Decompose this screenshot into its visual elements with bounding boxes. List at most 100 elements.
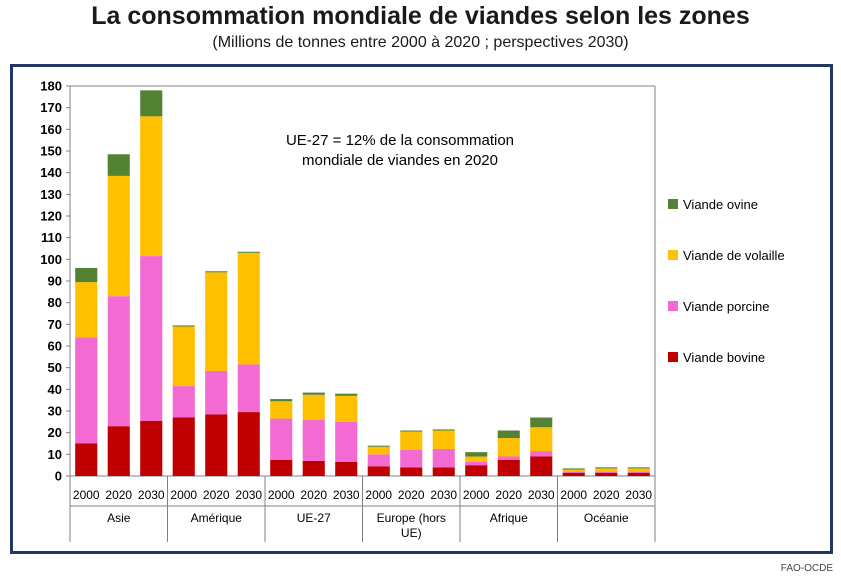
x-group-label: UE-27 — [297, 511, 331, 525]
y-tick-label: 100 — [40, 252, 62, 267]
bar-viande-ovine — [270, 399, 293, 402]
bar-viande-porcine — [595, 471, 618, 473]
y-tick-label: 50 — [48, 360, 62, 375]
x-year-label: 2020 — [593, 488, 620, 502]
y-tick-label: 30 — [48, 404, 62, 419]
bar-viande-porcine — [562, 471, 585, 473]
bar-viande-de-volaille — [595, 468, 618, 472]
bar-viande-bovine — [562, 472, 585, 476]
bar-viande-ovine — [530, 417, 553, 428]
y-tick-label: 10 — [48, 447, 62, 462]
bar-viande-porcine — [400, 450, 423, 468]
x-year-label: 2000 — [73, 488, 100, 502]
x-year-label: 2000 — [268, 488, 295, 502]
bar-viande-bovine — [302, 460, 325, 476]
bar-viande-porcine — [465, 461, 488, 466]
bar-viande-bovine — [497, 459, 520, 476]
bar-viande-bovine — [107, 426, 130, 476]
legend-label: Viande ovine — [683, 197, 758, 212]
bar-viande-porcine — [172, 386, 195, 418]
bar-viande-de-volaille — [237, 252, 260, 365]
bar-viande-ovine — [140, 90, 163, 117]
x-year-label: 2000 — [365, 488, 392, 502]
x-year-label: 2020 — [495, 488, 522, 502]
y-tick-label: 80 — [48, 295, 62, 310]
y-tick-label: 120 — [40, 209, 62, 224]
bar-viande-porcine — [302, 419, 325, 461]
bar-viande-porcine — [205, 370, 228, 415]
x-group-label: UE) — [401, 526, 422, 540]
chart-annotation: mondiale de viandes en 2020 — [302, 152, 498, 169]
legend-label: Viande porcine — [683, 299, 770, 314]
bar-viande-porcine — [270, 418, 293, 460]
y-tick-label: 110 — [41, 230, 62, 245]
bar-viande-ovine — [562, 468, 585, 470]
bar-viande-porcine — [335, 421, 358, 462]
bar-viande-ovine — [400, 430, 423, 432]
y-tick-label: 70 — [48, 317, 62, 332]
bar-viande-de-volaille — [432, 430, 455, 449]
x-group-label: Afrique — [490, 511, 528, 525]
bar-viande-de-volaille — [400, 431, 423, 450]
bar-viande-de-volaille — [205, 272, 228, 371]
x-year-label: 2000 — [463, 488, 490, 502]
bar-viande-de-volaille — [172, 326, 195, 387]
bar-viande-ovine — [465, 452, 488, 457]
x-group-label: Europe (hors — [377, 511, 446, 525]
legend-swatch — [668, 301, 678, 311]
x-year-label: 2030 — [625, 488, 652, 502]
bar-viande-bovine — [172, 417, 195, 476]
bar-viande-ovine — [172, 325, 195, 327]
bar-viande-porcine — [432, 448, 455, 468]
y-tick-label: 160 — [40, 122, 62, 137]
bar-viande-ovine — [237, 251, 260, 253]
legend-swatch — [668, 250, 678, 260]
x-year-label: 2030 — [235, 488, 262, 502]
bar-viande-de-volaille — [497, 438, 520, 457]
chart-subtitle: (Millions de tonnes entre 2000 à 2020 ; … — [212, 34, 629, 51]
y-tick-label: 180 — [40, 79, 62, 94]
x-group-label: Asie — [107, 511, 131, 525]
bar-viande-de-volaille — [367, 446, 390, 455]
chart-title: La consommation mondiale de viandes selo… — [91, 2, 750, 30]
bar-viande-bovine — [205, 414, 228, 476]
chart-annotation: UE-27 = 12% de la consommation — [286, 132, 514, 149]
legend-swatch — [668, 199, 678, 209]
y-tick-label: 170 — [40, 100, 62, 115]
bar-viande-porcine — [107, 296, 130, 427]
bar-viande-porcine — [75, 337, 98, 444]
bar-viande-ovine — [205, 271, 228, 273]
bar-viande-ovine — [497, 430, 520, 439]
bar-viande-de-volaille — [627, 468, 650, 472]
y-tick-label: 20 — [48, 425, 62, 440]
bar-viande-de-volaille — [140, 116, 163, 257]
y-tick-label: 150 — [40, 144, 62, 159]
bar-viande-de-volaille — [465, 456, 488, 462]
bar-viande-bovine — [237, 412, 260, 476]
bar-viande-bovine — [335, 461, 358, 476]
bar-viande-ovine — [627, 467, 650, 469]
y-tick-label: 40 — [48, 382, 62, 397]
x-year-label: 2000 — [560, 488, 587, 502]
bar-viande-porcine — [530, 451, 553, 457]
y-tick-label: 0 — [55, 469, 62, 484]
bar-viande-de-volaille — [530, 427, 553, 452]
bar-viande-bovine — [627, 472, 650, 476]
bar-viande-porcine — [237, 364, 260, 413]
x-year-label: 2030 — [333, 488, 360, 502]
x-year-label: 2020 — [398, 488, 425, 502]
bar-viande-ovine — [107, 154, 130, 176]
source-label: FAO-OCDE — [780, 563, 833, 574]
bar-viande-bovine — [595, 472, 618, 476]
bar-viande-bovine — [465, 465, 488, 476]
bar-viande-de-volaille — [335, 395, 358, 422]
legend-label: Viande de volaille — [683, 248, 785, 263]
y-tick-label: 60 — [48, 339, 62, 354]
bar-viande-bovine — [270, 459, 293, 476]
bar-viande-bovine — [400, 467, 423, 476]
bar-viande-bovine — [530, 456, 553, 476]
y-tick-label: 130 — [40, 187, 62, 202]
legend-swatch — [668, 352, 678, 362]
y-tick-label: 90 — [48, 274, 62, 289]
bar-viande-ovine — [367, 445, 390, 447]
